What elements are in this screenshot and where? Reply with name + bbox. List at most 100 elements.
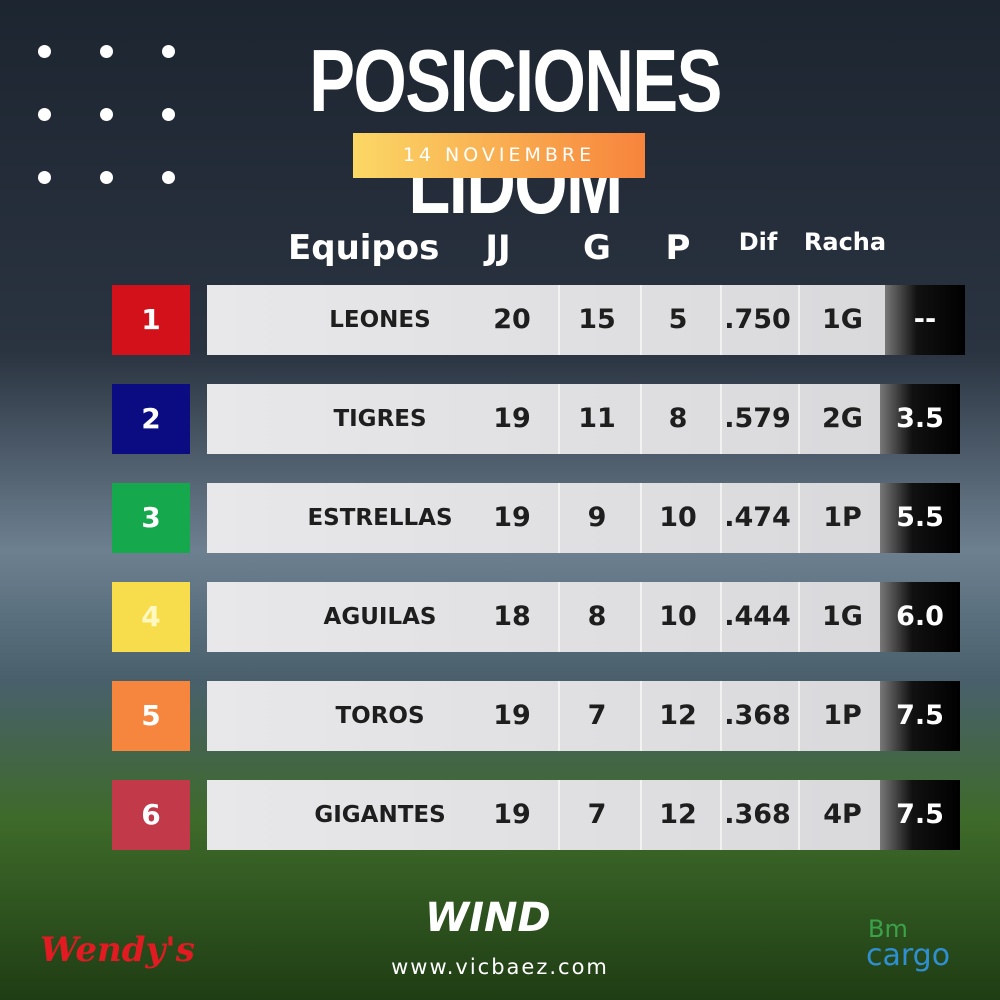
row-bar [207, 384, 885, 454]
table-cell: .368 [724, 700, 791, 731]
games-behind: -- [885, 285, 965, 355]
games-behind: 3.5 [880, 384, 960, 454]
row-bar [207, 483, 885, 553]
separator [720, 483, 722, 553]
table-cell: 10 [659, 502, 697, 533]
table-cell: TOROS [335, 703, 425, 729]
dot [162, 45, 175, 58]
table-cell: .368 [724, 799, 791, 830]
separator [640, 384, 642, 454]
games-behind: 5.5 [880, 483, 960, 553]
table-cell: 1P [823, 700, 862, 731]
table-cell: 19 [493, 799, 531, 830]
separator [720, 582, 722, 652]
column-header: Racha [803, 228, 887, 256]
separator [798, 582, 800, 652]
games-behind: 6.0 [880, 582, 960, 652]
table-cell: AGUILAS [323, 604, 437, 630]
table-cell: 9 [587, 502, 607, 533]
column-header: JJ [485, 228, 511, 268]
table-cell: 12 [659, 700, 697, 731]
table-cell: 2G [822, 403, 863, 434]
table-cell: 12 [659, 799, 697, 830]
separator [558, 681, 560, 751]
table-cell: 7 [587, 700, 607, 731]
table-cell: 1G [822, 304, 863, 335]
title: POSICIONES LIDOM [309, 31, 722, 232]
row-bar [207, 582, 885, 652]
column-header: Dif [738, 228, 778, 256]
dot [100, 108, 113, 121]
dot [38, 108, 51, 121]
table-cell: LEONES [329, 307, 431, 333]
table-cell: 8 [668, 403, 688, 434]
table-cell: .474 [724, 502, 791, 533]
separator [640, 780, 642, 850]
table-cell: 19 [493, 403, 531, 434]
dot [38, 45, 51, 58]
separator [798, 384, 800, 454]
sponsor-logo: cargo [866, 938, 951, 973]
rank-badge: 6 [112, 780, 190, 850]
dot [100, 45, 113, 58]
separator [558, 384, 560, 454]
separator [798, 285, 800, 355]
separator [558, 780, 560, 850]
separator [720, 780, 722, 850]
separator [558, 285, 560, 355]
table-cell: ESTRELLAS [307, 505, 453, 531]
column-header: P [665, 228, 691, 268]
table-cell: 1G [822, 601, 863, 632]
row-bar [207, 285, 885, 355]
table-cell: 19 [493, 700, 531, 731]
rank-badge: 4 [112, 582, 190, 652]
date-badge: 14 NOVIEMBRE [353, 133, 645, 178]
separator [798, 780, 800, 850]
table-cell: 11 [578, 403, 616, 434]
column-header: G [583, 228, 611, 268]
separator [798, 483, 800, 553]
table-cell: 18 [493, 601, 531, 632]
table-cell: .750 [724, 304, 791, 335]
separator [640, 285, 642, 355]
games-behind: 7.5 [880, 780, 960, 850]
separator [720, 285, 722, 355]
sponsor-logo: Wendy's [40, 930, 195, 970]
table-cell: TIGRES [333, 406, 427, 432]
table-cell: 20 [493, 304, 531, 335]
sponsor-logo: WIND [425, 895, 551, 941]
rank-badge: 2 [112, 384, 190, 454]
row-bar [207, 681, 885, 751]
website: www.vicbaez.com [391, 955, 609, 979]
table-cell: 15 [578, 304, 616, 335]
table-cell: 10 [659, 601, 697, 632]
separator [640, 681, 642, 751]
dot [162, 108, 175, 121]
dot [38, 171, 51, 184]
table-cell: 1P [823, 502, 862, 533]
dot [100, 171, 113, 184]
separator [640, 483, 642, 553]
separator [720, 681, 722, 751]
row-bar [207, 780, 885, 850]
table-cell: .579 [724, 403, 791, 434]
separator [720, 384, 722, 454]
table-cell: 7 [587, 799, 607, 830]
games-behind: 7.5 [880, 681, 960, 751]
table-cell: GIGANTES [314, 802, 446, 828]
table-cell: 19 [493, 502, 531, 533]
column-header: Equipos [288, 228, 440, 268]
table-cell: 4P [823, 799, 862, 830]
dot [162, 171, 175, 184]
separator [640, 582, 642, 652]
separator [798, 681, 800, 751]
table-cell: 8 [587, 601, 607, 632]
sponsor-logo: Bm [868, 915, 908, 943]
table-cell: .444 [724, 601, 791, 632]
rank-badge: 3 [112, 483, 190, 553]
rank-badge: 1 [112, 285, 190, 355]
rank-badge: 5 [112, 681, 190, 751]
separator [558, 582, 560, 652]
table-cell: 5 [668, 304, 688, 335]
